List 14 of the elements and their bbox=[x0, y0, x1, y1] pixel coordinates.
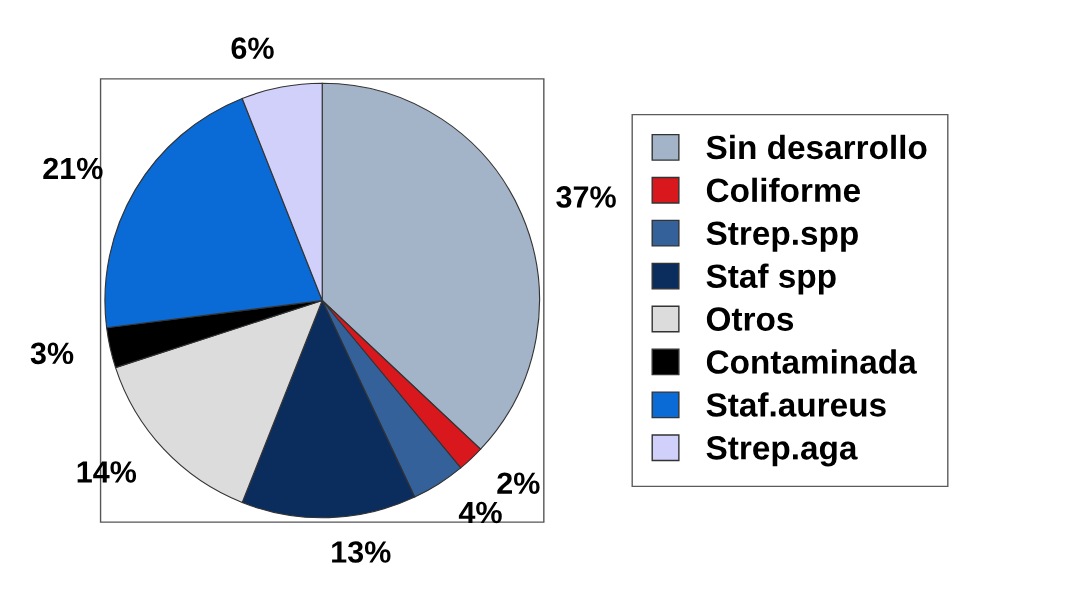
data-label: 6% bbox=[231, 37, 274, 59]
legend-label: Sin desarrollo bbox=[706, 134, 927, 160]
data-label: 13% bbox=[332, 541, 391, 563]
data-label: 2% bbox=[497, 472, 540, 494]
legend-label: Contaminada bbox=[706, 349, 917, 374]
data-label: 4% bbox=[458, 501, 502, 524]
legend-label: Staf spp bbox=[706, 263, 836, 295]
legend-label: Otros bbox=[706, 307, 794, 331]
legend-label: Coliforme bbox=[706, 177, 860, 203]
legend-label: Strep.aga bbox=[706, 436, 858, 467]
data-label: 37% bbox=[556, 186, 616, 208]
legend-label: Strep.spp bbox=[706, 221, 858, 252]
data-label: 3% bbox=[30, 342, 74, 365]
legend-label: Staf.aureus bbox=[706, 392, 886, 417]
